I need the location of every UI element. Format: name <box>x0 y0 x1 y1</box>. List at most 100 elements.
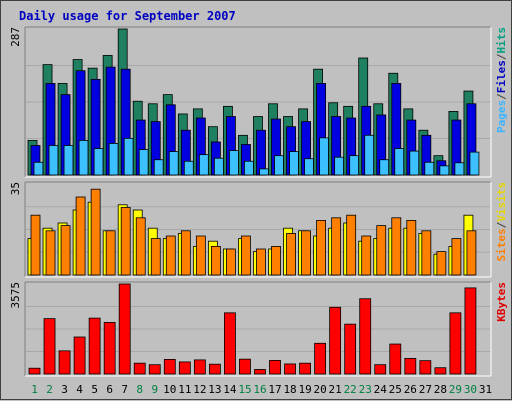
middle-bar-sites-29 <box>451 238 462 276</box>
top-bar-pages-8 <box>138 149 149 176</box>
top-bar-pages-23 <box>364 134 375 176</box>
top-bar-pages-6 <box>108 143 119 176</box>
x-tick-label-25: 25 <box>389 383 402 396</box>
top-bar-pages-17 <box>274 155 284 176</box>
bottom-bar-kbytes-15 <box>239 358 251 375</box>
middle-bar-sites-1 <box>30 214 41 276</box>
middle-bar-sites-3 <box>60 225 71 276</box>
bottom-bar-kbytes-22 <box>344 323 357 375</box>
middle-bar-sites-27 <box>421 230 432 276</box>
bottom-bar-kbytes-11 <box>178 361 191 375</box>
bottom-bar-kbytes-26 <box>404 357 417 375</box>
top-bar-pages-26 <box>409 150 420 176</box>
x-tick-label-29: 29 <box>449 383 462 396</box>
x-tick-label-7: 7 <box>121 383 128 396</box>
middle-legend-item-1: / <box>495 221 508 228</box>
top-bar-pages-11 <box>183 160 194 176</box>
x-tick-label-14: 14 <box>223 383 237 396</box>
bottom-bar-kbytes-21 <box>329 306 342 375</box>
middle-bar-sites-13 <box>210 245 221 276</box>
bottom-bar-kbytes-5 <box>88 317 101 375</box>
top-bar-pages-2 <box>48 145 59 176</box>
bottom-bar-kbytes-9 <box>148 364 161 375</box>
top-max-label: 287 <box>9 27 22 47</box>
top-legend-item-3: / <box>495 53 508 60</box>
bottom-bar-kbytes-13 <box>208 363 221 375</box>
top-bar-files-16 <box>256 129 266 176</box>
middle-bar-sites-23 <box>361 235 372 276</box>
middle-bar-sites-14 <box>226 248 236 276</box>
bottom-bar-kbytes-20 <box>314 342 327 375</box>
chart-title: Daily usage for September 2007 <box>19 9 236 23</box>
middle-bar-sites-16 <box>256 248 266 276</box>
x-tick-label-5: 5 <box>91 383 98 396</box>
bottom-legend: KBytes <box>495 282 508 322</box>
x-tick-label-16: 16 <box>253 383 266 396</box>
bottom-bar-kbytes-14 <box>224 312 236 375</box>
middle-bar-sites-15 <box>241 235 251 276</box>
top-bar-pages-20 <box>319 137 330 176</box>
middle-max-label: 35 <box>9 182 22 195</box>
top-bar-pages-25 <box>394 148 405 176</box>
middle-bar-sites-22 <box>346 214 357 276</box>
x-tick-label-17: 17 <box>268 383 281 396</box>
x-tick-label-11: 11 <box>178 383 191 396</box>
bottom-bar-kbytes-18 <box>284 363 296 375</box>
top-bar-pages-16 <box>259 168 269 176</box>
bottom-bar-kbytes-19 <box>299 362 311 375</box>
top-bar-pages-15 <box>244 160 254 176</box>
top-bar-pages-7 <box>123 137 134 176</box>
bottom-bar-kbytes-28 <box>434 367 447 375</box>
top-bar-pages-14 <box>229 150 239 176</box>
x-tick-label-4: 4 <box>76 383 83 396</box>
top-bar-pages-9 <box>153 159 164 176</box>
middle-bar-sites-12 <box>195 235 206 276</box>
x-tick-label-21: 21 <box>329 383 342 396</box>
x-tick-label-8: 8 <box>136 383 143 396</box>
bottom-bar-kbytes-2 <box>43 318 56 375</box>
x-tick-label-27: 27 <box>419 383 432 396</box>
x-tick-label-18: 18 <box>283 383 296 396</box>
x-tick-label-9: 9 <box>151 383 158 396</box>
top-bar-pages-22 <box>349 155 360 176</box>
middle-bar-sites-5 <box>90 188 101 276</box>
top-legend-item-2: Files <box>495 60 508 93</box>
top-bar-pages-3 <box>63 145 74 176</box>
middle-legend-item-2: Visits <box>495 182 508 222</box>
x-tick-label-28: 28 <box>434 383 447 396</box>
x-tick-label-13: 13 <box>208 383 221 396</box>
top-bar-pages-5 <box>93 148 104 176</box>
bottom-bar-kbytes-7 <box>118 283 131 375</box>
bottom-legend-item-0: KBytes <box>495 282 508 322</box>
x-tick-label-24: 24 <box>374 383 388 396</box>
bottom-bar-kbytes-30 <box>464 287 477 375</box>
top-bar-pages-13 <box>213 157 224 176</box>
top-bar-pages-29 <box>454 162 465 176</box>
bottom-bar-kbytes-25 <box>389 343 402 375</box>
x-tick-label-22: 22 <box>344 383 357 396</box>
top-bar-pages-1 <box>33 161 44 176</box>
top-bar-pages-12 <box>198 154 209 176</box>
middle-bar-sites-2 <box>45 230 56 276</box>
x-tick-label-19: 19 <box>298 383 311 396</box>
bottom-bar-kbytes-23 <box>359 298 372 375</box>
bottom-bar-kbytes-17 <box>269 360 281 375</box>
top-bar-pages-10 <box>168 151 179 176</box>
bottom-bar-kbytes-27 <box>419 360 432 375</box>
middle-bar-sites-7 <box>120 206 131 276</box>
top-bar-pages-18 <box>289 151 299 176</box>
x-tick-label-15: 15 <box>238 383 251 396</box>
bottom-bar-kbytes-8 <box>133 362 146 375</box>
middle-legend: Sites/Visits <box>495 182 508 262</box>
x-tick-label-31: 31 <box>479 383 492 396</box>
middle-bar-sites-17 <box>271 245 281 276</box>
top-legend: Pages/Files/Hits <box>495 27 508 133</box>
top-legend-item-4: Hits <box>495 27 508 54</box>
x-tick-label-6: 6 <box>106 383 113 396</box>
middle-bar-sites-10 <box>165 235 176 276</box>
middle-bar-sites-28 <box>436 251 447 276</box>
x-tick-label-10: 10 <box>163 383 176 396</box>
x-tick-label-12: 12 <box>193 383 206 396</box>
